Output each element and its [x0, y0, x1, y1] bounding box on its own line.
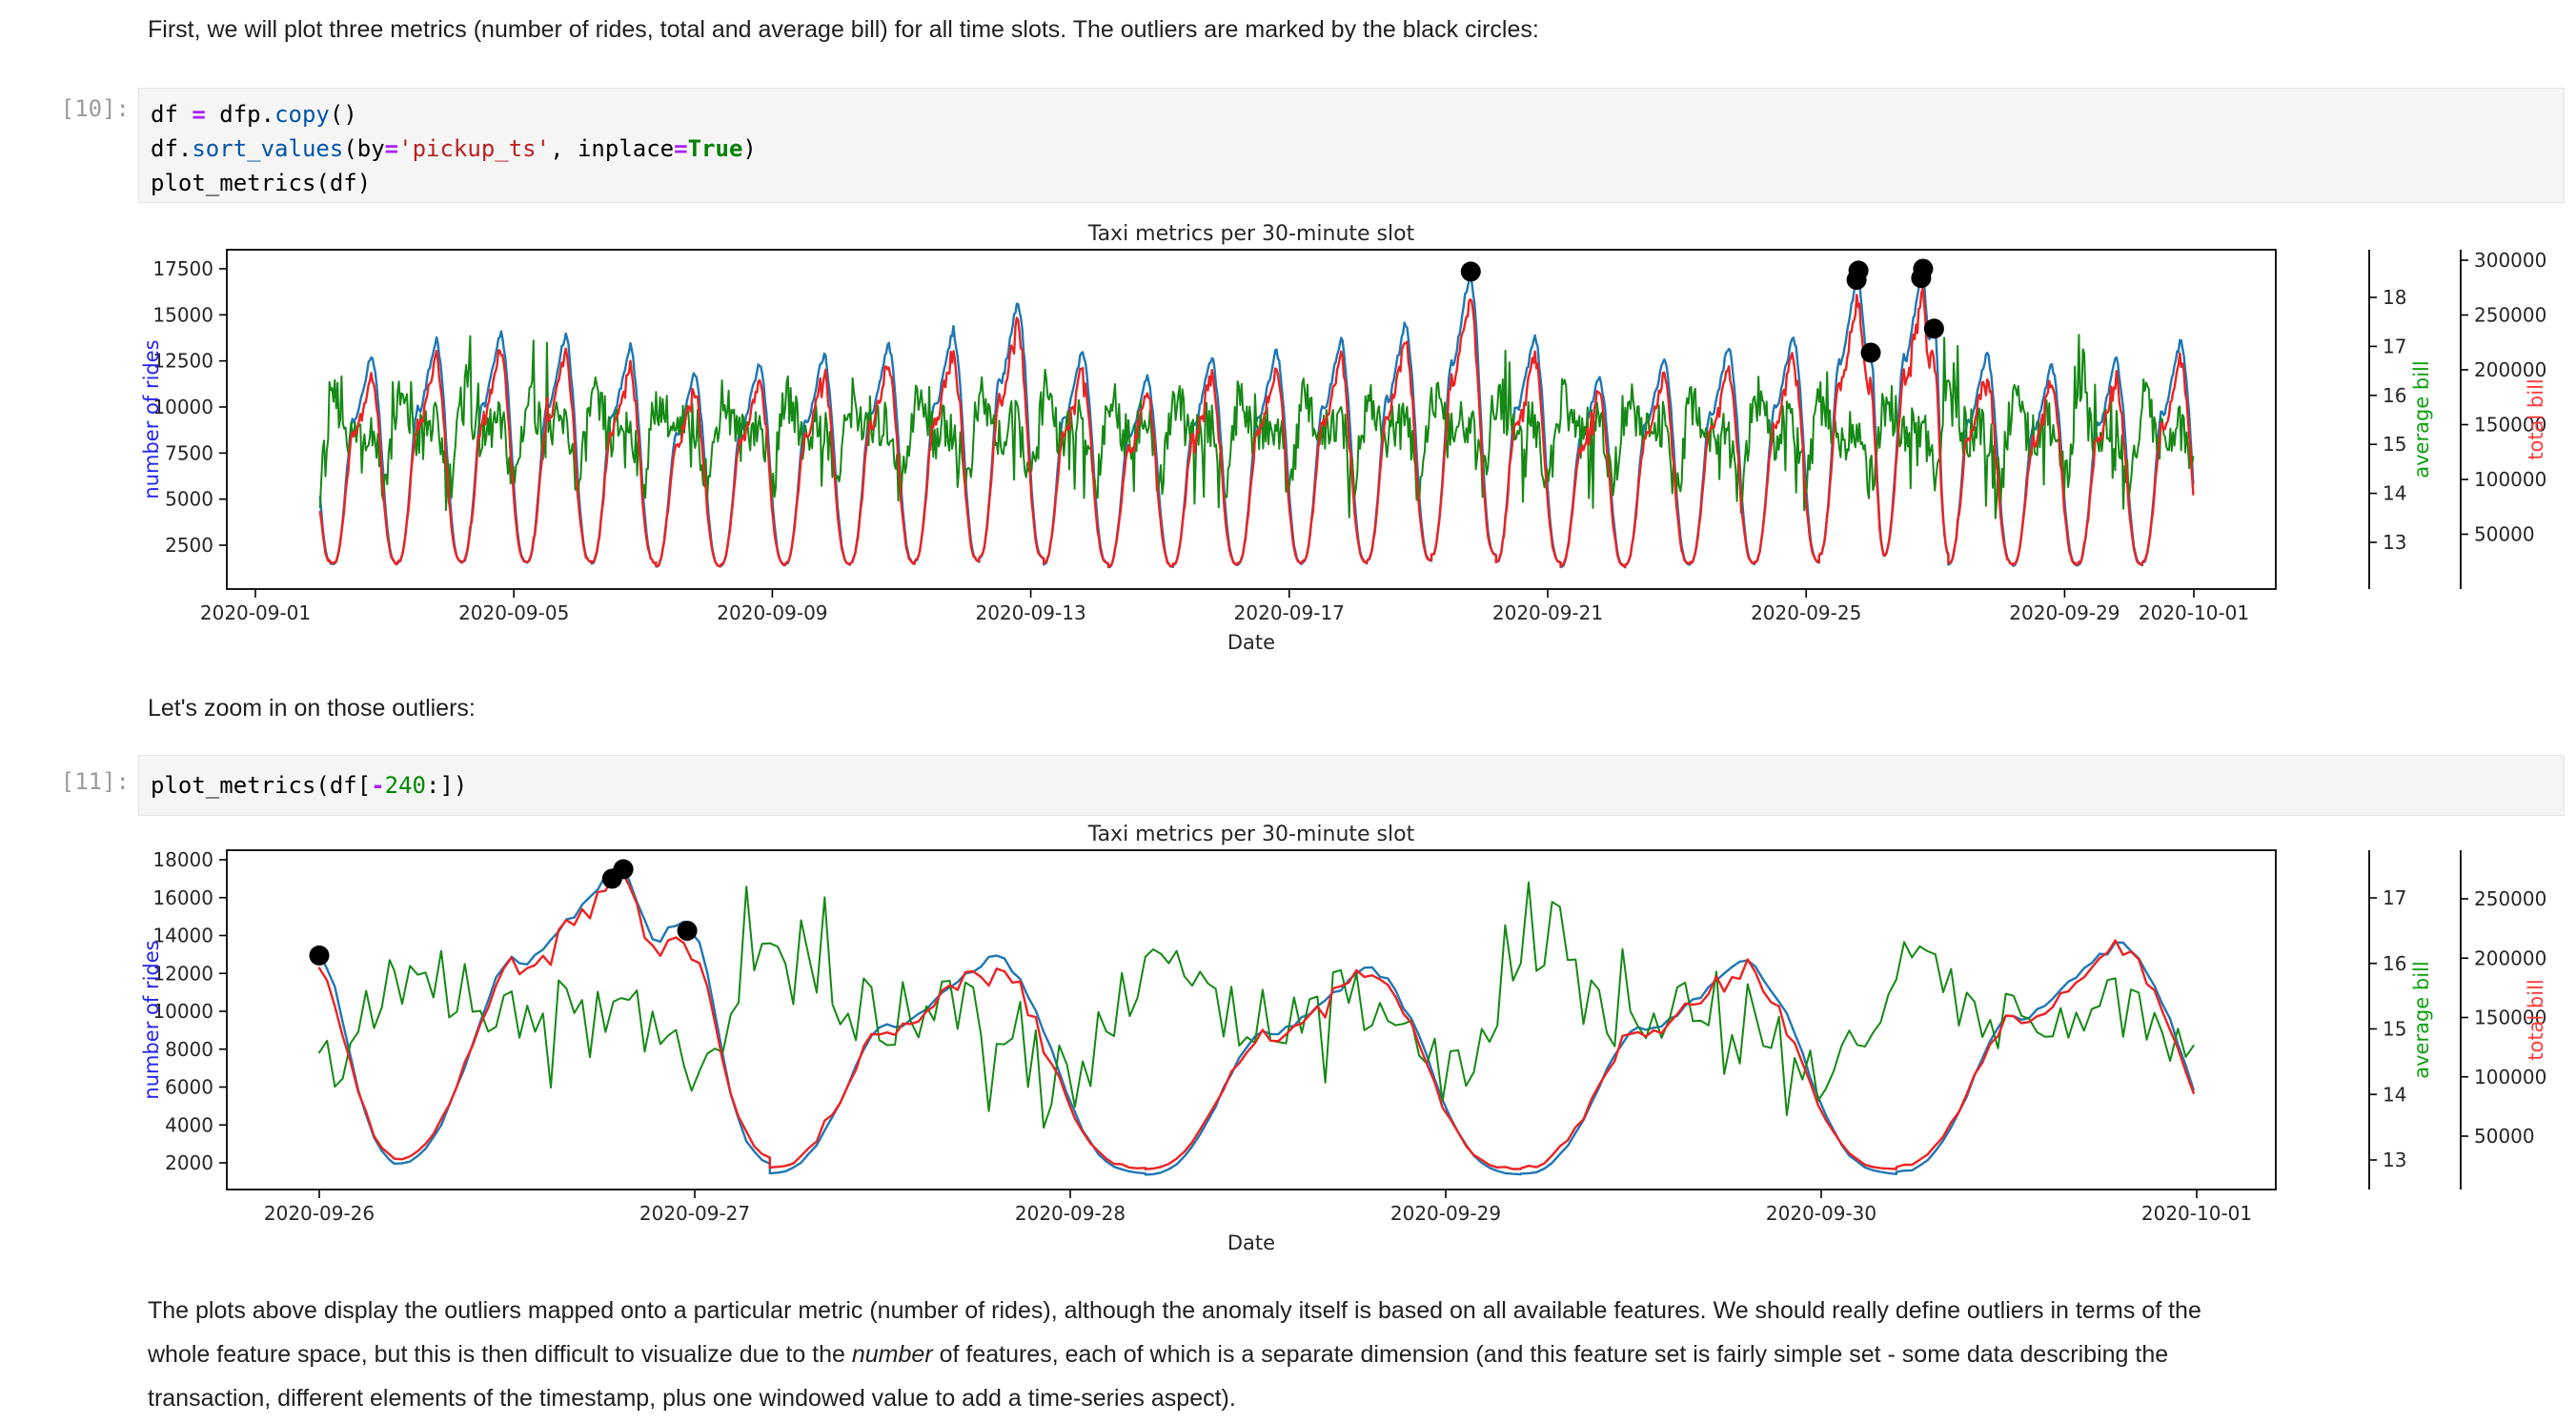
series-total-bill	[318, 287, 2195, 568]
svg-text:6000: 6000	[165, 1076, 213, 1099]
svg-text:12500: 12500	[152, 350, 213, 373]
svg-text:18000: 18000	[152, 848, 213, 871]
svg-text:Taxi metrics per 30-minute slo: Taxi metrics per 30-minute slot	[1087, 823, 1415, 846]
outlier-marker	[1846, 270, 1867, 291]
svg-text:15000: 15000	[152, 303, 213, 326]
outlier-marker	[309, 945, 330, 966]
series-number-of-rides	[318, 263, 2195, 569]
outlier-marker	[1848, 260, 1869, 281]
outlier-marker	[601, 868, 622, 889]
series-total-bill	[317, 868, 2195, 1170]
svg-text:16000: 16000	[152, 886, 213, 909]
cell-prompt: [11]:	[60, 768, 130, 795]
series-number-of-rides	[317, 864, 2195, 1176]
svg-text:2020-09-26: 2020-09-26	[264, 1202, 375, 1225]
svg-text:total bill: total bill	[2525, 979, 2547, 1061]
svg-text:number of rides: number of rides	[140, 940, 163, 1099]
markdown-zoom: Let's zoom in on those outliers:	[148, 695, 476, 722]
outlier-marker	[1860, 342, 1881, 363]
svg-text:16: 16	[2383, 384, 2406, 407]
outlier-marker	[1923, 318, 1944, 339]
series-average-bill	[318, 881, 2195, 1129]
svg-text:300000: 300000	[2474, 249, 2546, 272]
svg-text:2020-09-28: 2020-09-28	[1015, 1202, 1126, 1225]
chart-2: Taxi metrics per 30-minute slot 2000 4000 6…	[140, 823, 2547, 1254]
svg-text:2020-09-25: 2020-09-25	[1751, 601, 1861, 624]
svg-text:average bill: average bill	[2410, 360, 2433, 478]
svg-text:2020-09-29: 2020-09-29	[2009, 601, 2120, 624]
svg-text:13: 13	[2383, 531, 2406, 554]
code-input-area[interactable]: plot_metrics(df[-240:])	[138, 755, 2565, 816]
svg-text:15: 15	[2383, 1018, 2406, 1041]
svg-text:2020-10-01: 2020-10-01	[2139, 601, 2249, 624]
svg-text:15: 15	[2383, 433, 2406, 456]
svg-text:250000: 250000	[2474, 887, 2546, 910]
svg-text:2020-09-01: 2020-09-01	[200, 601, 311, 624]
code-editor[interactable]: df = dfp.copy() df.sort_values(by='pickup…	[151, 101, 757, 196]
svg-text:200000: 200000	[2474, 946, 2546, 969]
outlier-marker	[1913, 258, 1934, 279]
series-average-bill	[318, 334, 2195, 519]
svg-text:13: 13	[2383, 1149, 2406, 1171]
svg-text:Date: Date	[1227, 631, 1275, 654]
svg-text:17500: 17500	[152, 257, 213, 280]
svg-text:2000: 2000	[165, 1151, 213, 1174]
svg-text:16: 16	[2383, 952, 2406, 975]
svg-text:2020-09-27: 2020-09-27	[639, 1202, 750, 1225]
svg-text:50000: 50000	[2474, 1125, 2535, 1148]
svg-text:14: 14	[2383, 482, 2406, 505]
svg-text:2020-09-13: 2020-09-13	[975, 601, 1085, 624]
chart-1: Taxi metrics per 30-minute slot 2500 5000 7…	[140, 222, 2547, 654]
outlier-marker	[677, 921, 698, 941]
svg-text:200000: 200000	[2474, 358, 2546, 381]
svg-text:2020-09-29: 2020-09-29	[1390, 1202, 1501, 1225]
outro-line-1: The plots above display the outliers map…	[148, 1297, 2201, 1324]
svg-text:2020-09-30: 2020-09-30	[1766, 1202, 1876, 1225]
svg-text:2020-09-21: 2020-09-21	[1492, 601, 1603, 624]
svg-text:14: 14	[2383, 1083, 2406, 1106]
svg-text:150000: 150000	[2474, 414, 2546, 437]
svg-text:50000: 50000	[2474, 523, 2535, 546]
svg-text:12000: 12000	[152, 962, 213, 985]
svg-text:Taxi metrics per 30-minute slo: Taxi metrics per 30-minute slot	[1087, 222, 1415, 246]
svg-text:250000: 250000	[2474, 304, 2546, 327]
code-input-area[interactable]: df = dfp.copy() df.sort_values(by='pickup…	[138, 88, 2565, 203]
code-editor[interactable]: plot_metrics(df[-240:])	[151, 772, 468, 799]
svg-text:Date: Date	[1227, 1231, 1275, 1254]
svg-text:4000: 4000	[165, 1113, 213, 1136]
markdown-intro: First, we will plot three metrics (numbe…	[148, 16, 1539, 43]
svg-text:average bill: average bill	[2410, 961, 2433, 1078]
svg-text:2020-09-09: 2020-09-09	[717, 601, 827, 624]
svg-text:total bill: total bill	[2525, 378, 2547, 460]
svg-text:17: 17	[2383, 335, 2406, 357]
svg-text:2020-09-17: 2020-09-17	[1234, 601, 1345, 624]
svg-text:2500: 2500	[165, 534, 213, 557]
svg-text:18: 18	[2383, 286, 2406, 309]
svg-text:7500: 7500	[165, 441, 213, 464]
svg-text:150000: 150000	[2474, 1007, 2546, 1029]
svg-text:number of rides: number of rides	[140, 339, 163, 498]
svg-text:5000: 5000	[165, 488, 213, 511]
svg-text:14000: 14000	[152, 925, 213, 947]
svg-text:2020-10-01: 2020-10-01	[2141, 1202, 2252, 1225]
cell-prompt: [10]:	[60, 95, 130, 122]
outlier-marker	[1460, 261, 1481, 282]
outro-line-3: transaction, different elements of the t…	[148, 1385, 1236, 1412]
svg-text:2020-09-05: 2020-09-05	[458, 601, 569, 624]
markdown-outro: The plots above display the outliers map…	[148, 1289, 2201, 1420]
svg-text:17: 17	[2383, 886, 2406, 909]
outlier-marker	[613, 859, 634, 880]
svg-text:100000: 100000	[2474, 1066, 2546, 1088]
svg-text:10000: 10000	[152, 1000, 213, 1023]
outlier-marker	[1911, 268, 1932, 289]
outro-line-2: whole feature space, but this is then di…	[148, 1341, 2169, 1368]
svg-text:10000: 10000	[152, 396, 213, 418]
svg-text:8000: 8000	[165, 1038, 213, 1061]
svg-text:100000: 100000	[2474, 468, 2546, 491]
